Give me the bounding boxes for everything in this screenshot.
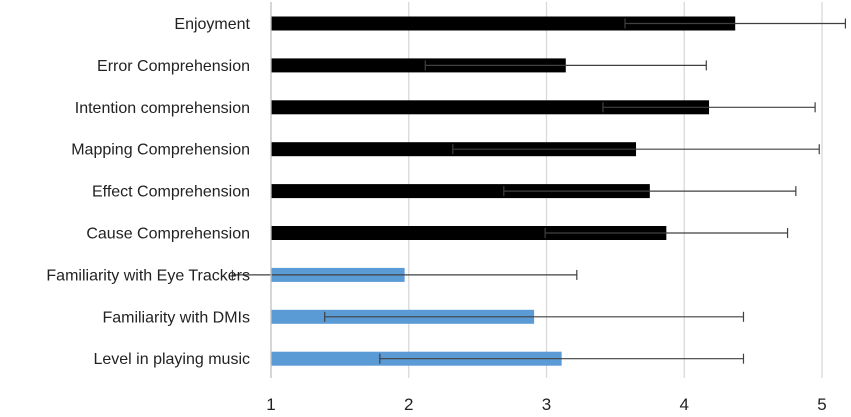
error-bar xyxy=(544,228,789,238)
category-label: Familiarity with DMIs xyxy=(102,309,250,326)
error-bar xyxy=(602,102,816,113)
bar xyxy=(271,58,566,73)
error-bar xyxy=(624,18,847,29)
x-tick-labels: 1 2 3 4 5 xyxy=(266,395,826,414)
category-label: Mapping Comprehension xyxy=(71,142,250,159)
x-tick-label: 4 xyxy=(680,395,689,414)
category-label: Enjoyment xyxy=(174,16,250,33)
error-bar xyxy=(379,353,745,364)
category-label: Intention comprehension xyxy=(75,100,250,117)
category-labels: Enjoyment Error Comprehension Intention co… xyxy=(46,16,250,368)
error-bars xyxy=(231,18,847,364)
category-label: Error Comprehension xyxy=(97,58,250,75)
category-label: Effect Comprehension xyxy=(92,184,250,201)
error-bar xyxy=(503,186,797,197)
category-label: Familiarity with Eye Trackers xyxy=(46,267,250,284)
x-tick-label: 5 xyxy=(817,395,826,414)
error-bar xyxy=(324,311,745,322)
bar xyxy=(271,184,650,199)
error-bar xyxy=(231,269,578,280)
bar xyxy=(271,16,736,31)
category-label: Cause Comprehension xyxy=(86,226,250,243)
error-bar xyxy=(424,60,707,71)
error-bar xyxy=(452,144,820,155)
bar xyxy=(271,100,710,115)
x-tick-label: 2 xyxy=(404,395,413,414)
x-tick-label: 1 xyxy=(266,395,275,414)
category-label: Level in playing music xyxy=(93,351,250,368)
x-tick-label: 3 xyxy=(542,395,551,414)
bar xyxy=(271,226,667,240)
